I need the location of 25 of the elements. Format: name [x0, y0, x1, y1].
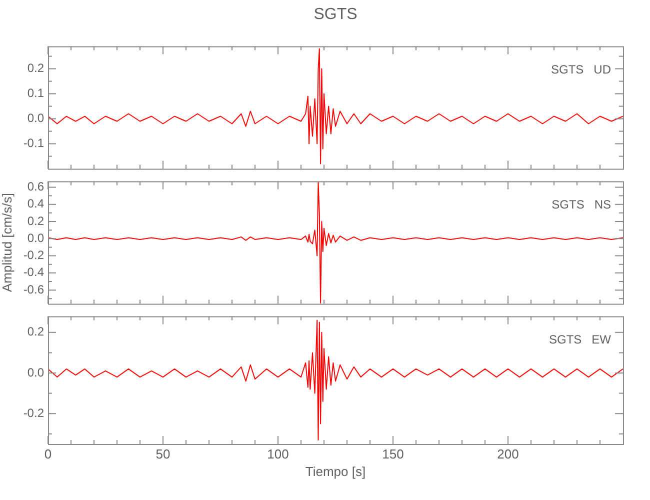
y-tick-label: 0.6 [27, 180, 44, 194]
y-tick-label: -0.2 [23, 406, 44, 420]
chart-title: SGTS [312, 6, 358, 24]
y-tick-label: 0.4 [27, 196, 44, 211]
y-tick-label: 0.0 [27, 111, 44, 126]
y-tick-label: 0.1 [27, 86, 44, 100]
y-tick-label: -0.6 [23, 282, 44, 296]
y-tick-label: 0.2 [27, 324, 44, 339]
y-tick-label: -0.4 [23, 265, 44, 280]
y-tick-label: -0.1 [23, 136, 44, 150]
x-tick-label: 50 [156, 446, 170, 462]
y-axis-title: Amplitud [cm/s/s] [0, 193, 14, 292]
x-tick-label: 200 [497, 446, 519, 462]
y-tick-label: 0.0 [27, 365, 44, 380]
x-tick-label: 150 [382, 446, 404, 462]
annotation: SGTS UD [550, 62, 612, 77]
annotation: SGTS EW [548, 332, 612, 347]
y-tick-label: 0.2 [27, 61, 44, 76]
annotation: SGTS NS [552, 198, 611, 212]
y-tick-label: 0.2 [27, 214, 44, 228]
x-tick-label: 100 [267, 446, 289, 462]
y-tick-label: -0.2 [23, 248, 44, 262]
y-tick-label: 0.0 [27, 230, 44, 245]
x-tick-label: 0 [44, 446, 52, 462]
x-axis-title: Tiempo [s] [305, 464, 366, 479]
